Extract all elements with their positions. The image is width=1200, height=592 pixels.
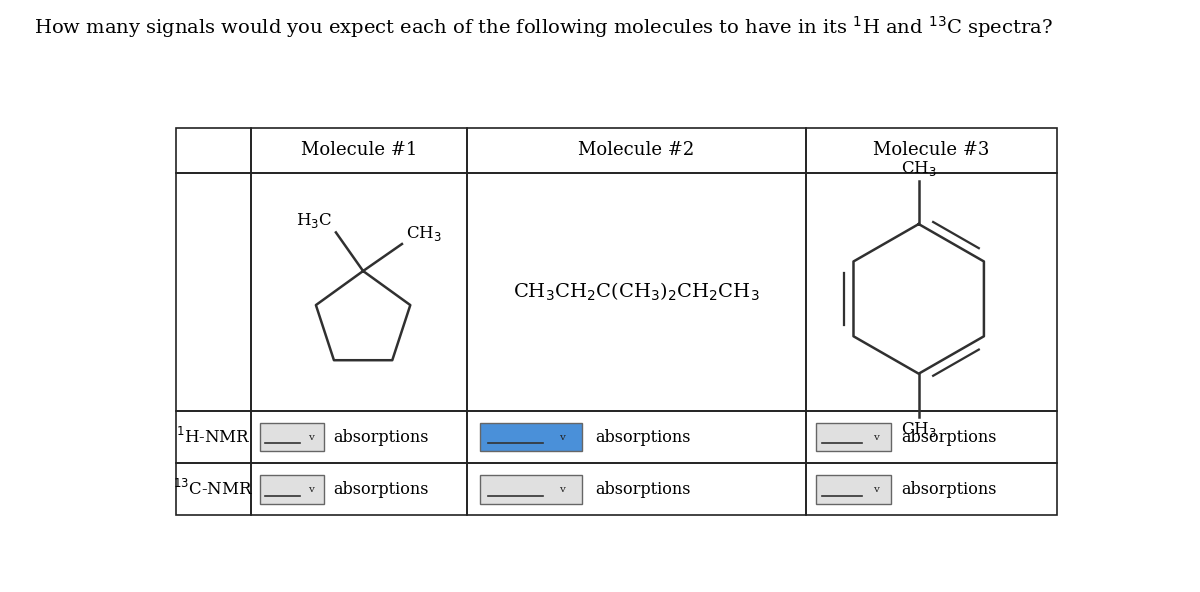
Text: Molecule #1: Molecule #1 <box>300 141 416 159</box>
Text: $^{1}$H-NMR: $^{1}$H-NMR <box>176 427 251 447</box>
Bar <box>259 423 324 452</box>
Bar <box>480 475 582 504</box>
Bar <box>816 475 892 504</box>
Text: H$_3$C: H$_3$C <box>296 211 332 230</box>
Bar <box>816 423 892 452</box>
Bar <box>176 411 251 463</box>
Text: v: v <box>308 433 314 442</box>
Text: How many signals would you expect each of the following molecules to have in its: How many signals would you expect each o… <box>34 14 1052 40</box>
Text: CH$_3$: CH$_3$ <box>901 159 937 178</box>
Bar <box>467 128 805 173</box>
Bar <box>480 423 582 452</box>
Text: v: v <box>559 433 564 442</box>
Text: CH$_3$CH$_2$C(CH$_3$)$_2$CH$_2$CH$_3$: CH$_3$CH$_2$C(CH$_3$)$_2$CH$_2$CH$_3$ <box>512 281 760 303</box>
Text: absorptions: absorptions <box>901 429 997 446</box>
Text: CH$_3$: CH$_3$ <box>406 224 442 243</box>
Text: v: v <box>874 485 878 494</box>
Text: absorptions: absorptions <box>332 481 428 498</box>
Bar <box>251 463 467 516</box>
Bar <box>251 173 467 411</box>
Text: absorptions: absorptions <box>595 481 691 498</box>
Bar <box>467 411 805 463</box>
Bar <box>805 411 1057 463</box>
Bar <box>805 463 1057 516</box>
Bar <box>176 128 251 173</box>
Text: absorptions: absorptions <box>595 429 691 446</box>
Text: v: v <box>874 433 878 442</box>
Bar <box>251 411 467 463</box>
Text: Molecule #2: Molecule #2 <box>578 141 695 159</box>
Bar <box>467 173 805 411</box>
Text: absorptions: absorptions <box>332 429 428 446</box>
Bar <box>805 128 1057 173</box>
Text: CH$_3$: CH$_3$ <box>901 420 937 439</box>
Text: v: v <box>559 485 564 494</box>
Text: absorptions: absorptions <box>901 481 997 498</box>
Bar <box>467 463 805 516</box>
Text: $^{13}$C-NMR: $^{13}$C-NMR <box>173 480 253 500</box>
Text: Molecule #3: Molecule #3 <box>874 141 990 159</box>
Bar <box>176 173 251 411</box>
Bar <box>259 475 324 504</box>
Text: v: v <box>308 485 314 494</box>
Bar <box>251 128 467 173</box>
Bar <box>176 463 251 516</box>
Bar <box>805 173 1057 411</box>
